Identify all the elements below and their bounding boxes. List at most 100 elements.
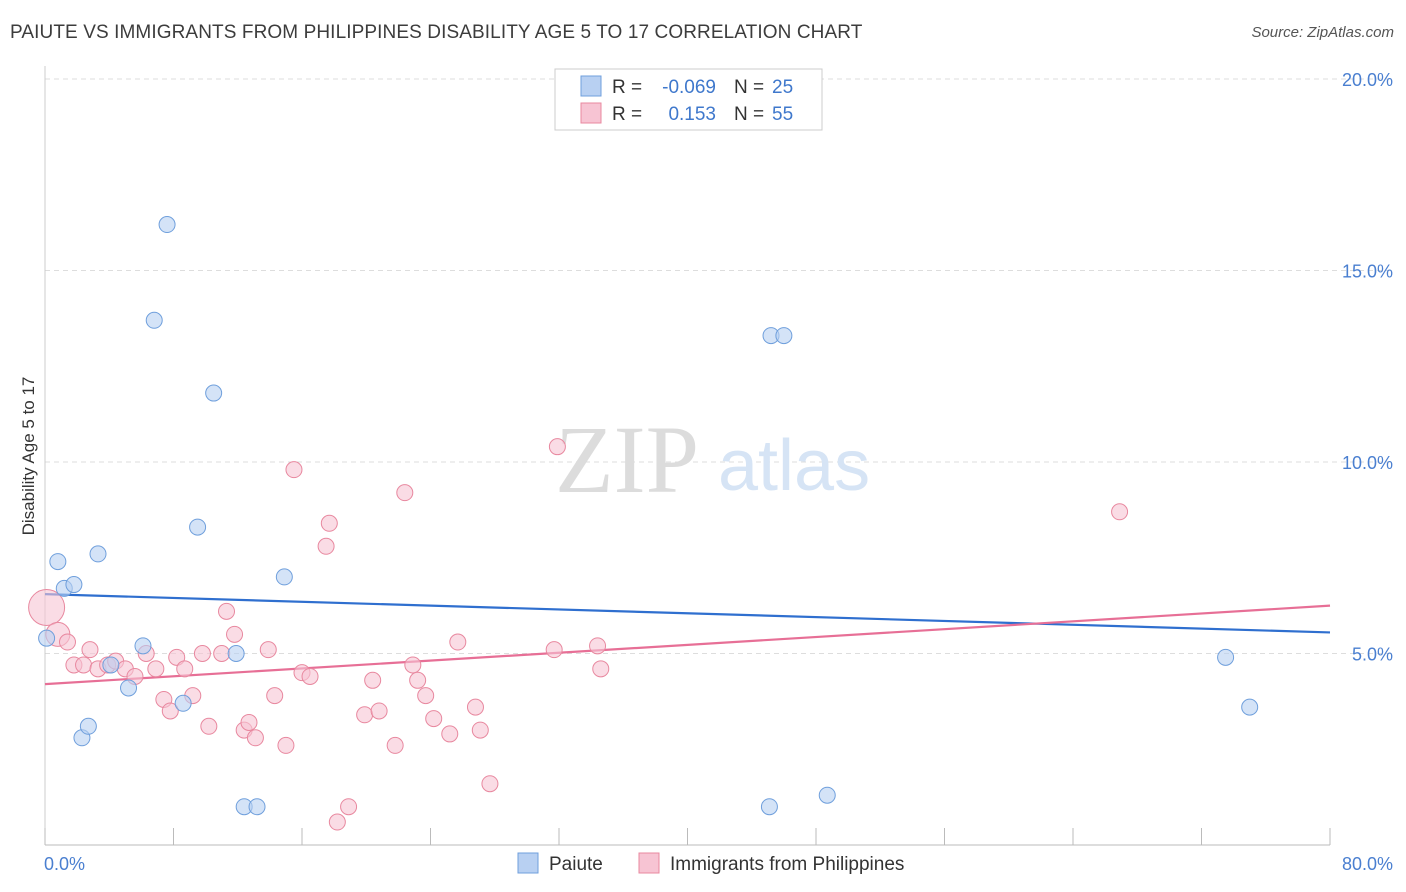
point-philippines bbox=[404, 656, 422, 674]
x-tick-label-start: 0.0% bbox=[44, 854, 85, 874]
legend-swatch-paiute bbox=[580, 75, 602, 97]
point-philippines bbox=[386, 736, 404, 754]
data-points bbox=[28, 216, 1259, 831]
bottom-legend-label-philippines: Immigrants from Philippines bbox=[670, 854, 904, 875]
bottom-legend-swatch-paiute bbox=[517, 852, 539, 874]
point-philippines bbox=[176, 660, 194, 678]
bottom-legend: Paiute Immigrants from Philippines bbox=[517, 852, 904, 875]
point-philippines bbox=[471, 721, 489, 739]
point-philippines bbox=[328, 813, 346, 831]
point-paiute bbox=[38, 629, 56, 647]
point-philippines bbox=[370, 702, 388, 720]
legend-r-value-1: -0.069 bbox=[662, 77, 716, 98]
point-paiute bbox=[120, 679, 138, 697]
trend-lines bbox=[44, 593, 1331, 686]
point-philippines bbox=[266, 687, 284, 705]
point-philippines bbox=[449, 633, 467, 651]
legend-box: R = -0.069 N = 25 R = 0.153 N = 55 bbox=[554, 68, 823, 131]
legend-r-label-1: R = bbox=[612, 77, 642, 98]
point-paiute bbox=[227, 645, 245, 662]
point-philippines bbox=[285, 461, 303, 479]
point-philippines bbox=[200, 717, 218, 735]
point-philippines bbox=[147, 660, 165, 678]
y-tick-label: 15.0% bbox=[1342, 262, 1393, 282]
watermark: ZIP atlas bbox=[555, 406, 870, 513]
point-paiute bbox=[102, 656, 120, 674]
point-philippines bbox=[364, 671, 382, 689]
point-paiute bbox=[275, 568, 293, 586]
y-axis-label: Disability Age 5 to 17 bbox=[19, 377, 38, 536]
legend-r-value-2: 0.153 bbox=[668, 104, 716, 125]
point-paiute bbox=[79, 717, 97, 735]
point-paiute bbox=[49, 553, 67, 571]
grid-lines bbox=[45, 78, 1392, 654]
trend-line-philippines bbox=[44, 604, 1331, 686]
point-philippines bbox=[320, 514, 338, 532]
legend-n-value-1: 25 bbox=[772, 77, 793, 98]
point-philippines bbox=[592, 660, 610, 678]
point-philippines bbox=[246, 729, 264, 747]
bottom-legend-swatch-philippines bbox=[638, 852, 660, 874]
point-paiute bbox=[158, 216, 176, 234]
point-philippines bbox=[356, 706, 374, 724]
point-paiute bbox=[775, 327, 793, 345]
point-philippines bbox=[168, 648, 186, 666]
legend-n-value-2: 55 bbox=[772, 104, 793, 125]
point-paiute bbox=[189, 518, 207, 536]
point-philippines bbox=[161, 702, 179, 720]
point-paiute bbox=[89, 545, 107, 563]
point-philippines bbox=[409, 671, 427, 689]
point-paiute bbox=[205, 384, 223, 402]
point-philippines bbox=[218, 602, 236, 620]
point-philippines bbox=[259, 641, 277, 659]
point-philippines bbox=[213, 645, 231, 662]
point-philippines bbox=[340, 798, 358, 816]
point-philippines bbox=[193, 645, 211, 662]
point-paiute bbox=[1241, 698, 1259, 716]
point-paiute bbox=[174, 694, 192, 712]
point-philippines bbox=[425, 710, 443, 728]
point-paiute bbox=[760, 798, 778, 816]
watermark-atlas: atlas bbox=[718, 426, 870, 506]
point-paiute bbox=[248, 798, 266, 816]
source-label: Source: ZipAtlas.com bbox=[1251, 24, 1394, 41]
point-philippines bbox=[1111, 503, 1129, 521]
point-philippines bbox=[466, 698, 484, 716]
legend-n-label-1: N = bbox=[734, 77, 764, 98]
point-philippines bbox=[75, 656, 93, 674]
point-philippines bbox=[545, 641, 563, 659]
legend-r-label-2: R = bbox=[612, 104, 642, 125]
point-philippines bbox=[226, 625, 244, 643]
point-philippines bbox=[240, 713, 258, 731]
y-tick-label: 20.0% bbox=[1342, 70, 1393, 90]
x-tick-label-end: 80.0% bbox=[1342, 854, 1393, 874]
point-philippines bbox=[548, 438, 566, 456]
trend-line-paiute bbox=[44, 593, 1331, 634]
watermark-zip: ZIP bbox=[555, 406, 699, 513]
point-paiute bbox=[1217, 648, 1235, 666]
y-tick-label: 5.0% bbox=[1352, 645, 1393, 665]
bottom-legend-label-paiute: Paiute bbox=[549, 854, 603, 875]
point-philippines bbox=[589, 637, 607, 655]
point-philippines bbox=[301, 667, 319, 685]
point-philippines bbox=[28, 589, 66, 627]
point-philippines bbox=[81, 641, 99, 659]
point-paiute bbox=[134, 637, 152, 655]
point-philippines bbox=[277, 736, 295, 754]
point-paiute bbox=[65, 576, 83, 594]
x-tick-labels: 0.0% 80.0% bbox=[44, 854, 1393, 874]
axes bbox=[44, 66, 1331, 846]
point-philippines bbox=[58, 633, 76, 651]
point-philippines bbox=[481, 775, 499, 793]
y-tick-label: 10.0% bbox=[1342, 453, 1393, 473]
point-philippines bbox=[317, 537, 335, 555]
point-paiute bbox=[145, 311, 163, 329]
chart-title: PAIUTE VS IMMIGRANTS FROM PHILIPPINES DI… bbox=[10, 22, 863, 43]
legend-swatch-philippines bbox=[580, 102, 602, 124]
legend-n-label-2: N = bbox=[734, 104, 764, 125]
point-philippines bbox=[417, 687, 435, 705]
point-paiute bbox=[818, 786, 836, 804]
point-philippines bbox=[396, 484, 414, 502]
point-philippines bbox=[441, 725, 459, 743]
